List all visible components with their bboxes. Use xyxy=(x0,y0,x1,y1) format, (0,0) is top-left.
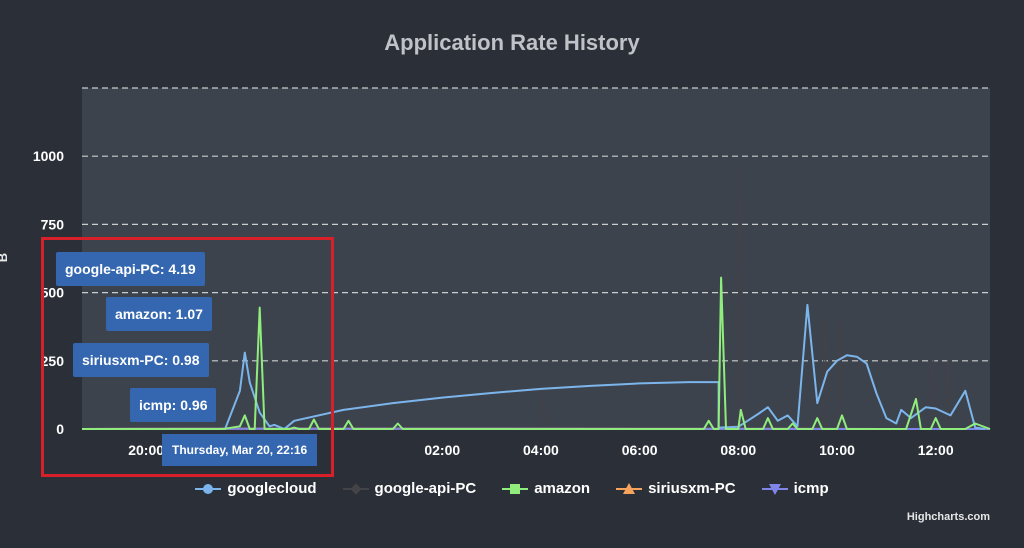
y-tick-label: 1000 xyxy=(33,148,64,164)
legend: googlecloud google-api-PC amazon siriusx… xyxy=(0,480,1024,497)
x-tick-label: 04:00 xyxy=(523,442,559,458)
x-tick-label: 12:00 xyxy=(918,442,954,458)
legend-label: google-api-PC xyxy=(374,480,477,497)
tooltip-item-google-api-pc: google-api-PC: 4.19 xyxy=(56,252,205,286)
series-layer xyxy=(81,155,991,430)
circle-marker-icon xyxy=(195,482,222,496)
legend-label: amazon xyxy=(534,480,591,497)
legend-item-icmp[interactable]: icmp xyxy=(761,480,829,497)
legend-item-amazon[interactable]: amazon xyxy=(502,480,590,497)
x-tick-label: 06:00 xyxy=(622,442,658,458)
tooltip-header-date: Thursday, Mar 20, 22:16 xyxy=(162,434,318,466)
legend-item-siriusxm-pc[interactable]: siriusxm-PC xyxy=(616,480,736,497)
series-line-googlecloud[interactable] xyxy=(82,303,986,430)
y-tick-label: 750 xyxy=(41,216,65,232)
x-tick-label: 20:00 xyxy=(128,442,164,458)
tooltip-item-siriusxm-pc: siriusxm-PC: 0.98 xyxy=(73,343,209,377)
highlight-annotation-box xyxy=(41,237,334,477)
series-line-amazon[interactable] xyxy=(82,276,991,430)
legend-item-google-api-pc[interactable]: google-api-PC xyxy=(342,480,477,497)
x-tick-label: 02:00 xyxy=(424,442,460,458)
chart-title: Application Rate History xyxy=(384,30,640,55)
diamond-marker-icon xyxy=(342,482,369,496)
x-tick-label: 10:00 xyxy=(819,442,855,458)
x-tick-label: 08:00 xyxy=(720,442,756,458)
y-tick-label: 0 xyxy=(56,421,64,437)
legend-label: googlecloud xyxy=(227,480,317,497)
tooltip-item-amazon: amazon: 1.07 xyxy=(106,297,212,331)
legend-item-googlecloud[interactable]: googlecloud xyxy=(195,480,317,497)
triangle-down-marker-icon xyxy=(761,482,788,496)
triangle-marker-icon xyxy=(616,482,643,496)
legend-label: icmp xyxy=(793,480,829,497)
y-axis: 0 250 500 750 1000 xyxy=(33,148,64,437)
y-tick-label: 500 xyxy=(41,285,65,301)
square-marker-icon xyxy=(502,482,529,496)
tooltip-item-icmp: icmp: 0.96 xyxy=(130,388,217,422)
credits-link[interactable]: Highcharts.com xyxy=(906,511,990,523)
legend-label: siriusxm-PC xyxy=(648,480,736,497)
y-tick-label: 250 xyxy=(41,353,65,369)
